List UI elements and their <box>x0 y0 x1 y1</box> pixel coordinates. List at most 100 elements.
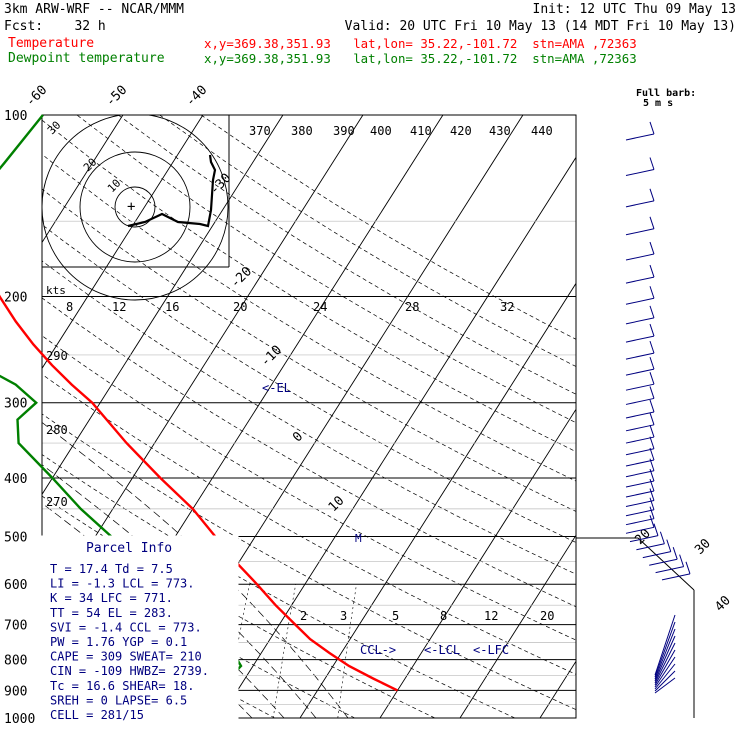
wind-barb-flag <box>649 424 655 438</box>
theta-label: 290 <box>46 349 68 363</box>
isotherm-line <box>42 115 204 370</box>
parcel-info-title: Parcel Info <box>86 541 172 556</box>
wind-barb <box>625 509 655 517</box>
parcel-info-row: LI = -1.3 LCL = 773. <box>50 577 195 591</box>
wind-barb-flag <box>649 458 655 471</box>
temperature-legend: Temperature <box>8 36 95 51</box>
wind-barb <box>649 558 678 566</box>
isotherm-line <box>459 534 576 718</box>
temperature-location: x,y=369.38,351.93 lat,lon= 35.22,-101.72… <box>204 36 637 51</box>
wind-barb-flag <box>649 488 655 501</box>
theta-label: 440 <box>531 124 553 138</box>
wind-barb <box>661 573 691 581</box>
wind-barb-flag <box>653 523 659 536</box>
isotherm-label: 30 <box>692 536 714 558</box>
isotherm-line <box>539 660 576 718</box>
wind-barb <box>625 397 655 405</box>
mixing-ratio-label: 20 <box>540 609 554 623</box>
parcel-info-row: CAPE = 309 SWEAT= 210 <box>50 650 202 664</box>
wind-barb-low <box>654 656 676 688</box>
valid-time: Valid: 20 UTC Fri 10 May 13 (14 MDT Fri … <box>344 19 736 34</box>
pressure-tick-label: 800 <box>4 654 27 669</box>
wind-barb <box>625 518 655 526</box>
wind-barb-flag <box>649 188 655 201</box>
isotherm-label: 10 <box>326 493 348 515</box>
init-time: Init: 12 UTC Thu 09 May 13 <box>532 2 737 17</box>
temperature-trace <box>0 294 399 692</box>
isotherm-label: -50 <box>103 83 130 110</box>
pressure-tick-label: 100 <box>4 109 27 124</box>
isotherm-label: -40 <box>183 83 210 110</box>
wind-barb-low <box>654 677 676 694</box>
hodograph-speed-label: 16 <box>165 300 179 314</box>
parcel-info-row: TT = 54 EL = 283. <box>50 606 173 620</box>
wind-barb-flag <box>649 241 655 255</box>
hodograph-ring-label: 10 <box>105 177 124 196</box>
mixing-ratio-line <box>272 584 296 718</box>
dewpoint-legend: Dewpoint temperature <box>8 51 165 66</box>
wind-barb-flag <box>649 497 655 510</box>
wind-barb <box>625 317 655 325</box>
isotherm-line <box>379 408 576 718</box>
parcel-info-row: Tc = 16.6 SHEAR= 18. <box>50 679 195 693</box>
hodograph-speed-label: 20 <box>233 300 247 314</box>
wind-barb <box>629 535 659 543</box>
parcel-info-row: PW = 1.76 YGP = 0.1 <box>50 635 187 649</box>
hodograph-kts-label: kts <box>46 284 66 297</box>
hodograph-ring <box>79 151 191 263</box>
theta-label: 420 <box>450 124 472 138</box>
isotherm-label: -10 <box>258 343 285 370</box>
hodograph-center: + <box>127 199 135 215</box>
wind-barb <box>625 411 655 419</box>
hodograph-ring-label: 20 <box>81 156 100 175</box>
wind-barb <box>636 543 665 551</box>
barb-legend-units: 5 m s <box>643 98 673 109</box>
theta-label: 410 <box>410 124 432 138</box>
wind-barb <box>642 551 671 559</box>
model-name: 3km ARW-WRF -- NCAR/MMM <box>4 2 185 17</box>
wind-barb <box>625 448 655 456</box>
wind-barb <box>625 133 655 141</box>
mixing-ratio-label: 8 <box>440 609 447 623</box>
mixing-ratio-line <box>337 584 357 718</box>
wind-barb-low <box>654 649 676 686</box>
wind-barb-flag <box>649 121 655 135</box>
hodograph-speed-label: 12 <box>112 300 126 314</box>
pressure-tick-label: 1000 <box>4 712 35 727</box>
wind-barb <box>625 526 655 534</box>
wind-barb <box>625 297 655 305</box>
wind-barb <box>625 253 655 261</box>
hodograph-speed-label: 32 <box>500 300 514 314</box>
wind-barb <box>625 383 655 391</box>
pressure-tick-label: 300 <box>4 397 27 412</box>
isotherm-label: -20 <box>228 264 255 291</box>
wind-barb-flag <box>649 264 655 278</box>
parcel-info-row: T = 17.4 Td = 7.5 <box>50 562 173 576</box>
lfc-annotation: <-LFC <box>473 643 509 657</box>
wind-barb-low <box>654 635 676 682</box>
wind-barb-low <box>654 670 676 692</box>
wind-barb-flag <box>649 506 655 519</box>
isotherm-line <box>299 282 576 718</box>
wind-barb-flag <box>649 286 655 299</box>
wind-barb-low <box>654 614 676 676</box>
wind-barb <box>625 335 655 343</box>
wind-barb <box>625 200 655 208</box>
theta-label: 380 <box>291 124 313 138</box>
wind-barb-flag <box>649 372 655 385</box>
wind-barb-flag <box>649 468 655 482</box>
pressure-tick-label: 600 <box>4 578 27 593</box>
wind-barb-flag <box>649 386 655 399</box>
wind-barb-flag <box>649 305 655 319</box>
pressure-tick-label: 400 <box>4 472 27 487</box>
wind-barb-flag <box>649 478 655 492</box>
hodograph-speed-label: 24 <box>313 300 327 314</box>
wind-barb <box>655 566 684 574</box>
isotherm-line <box>42 115 124 244</box>
m-annotation: M <box>355 532 362 545</box>
mixing-ratio-label: 3 <box>340 609 347 623</box>
hodograph-ring <box>114 186 156 228</box>
wind-barb <box>625 470 655 478</box>
wind-barb <box>625 352 655 360</box>
